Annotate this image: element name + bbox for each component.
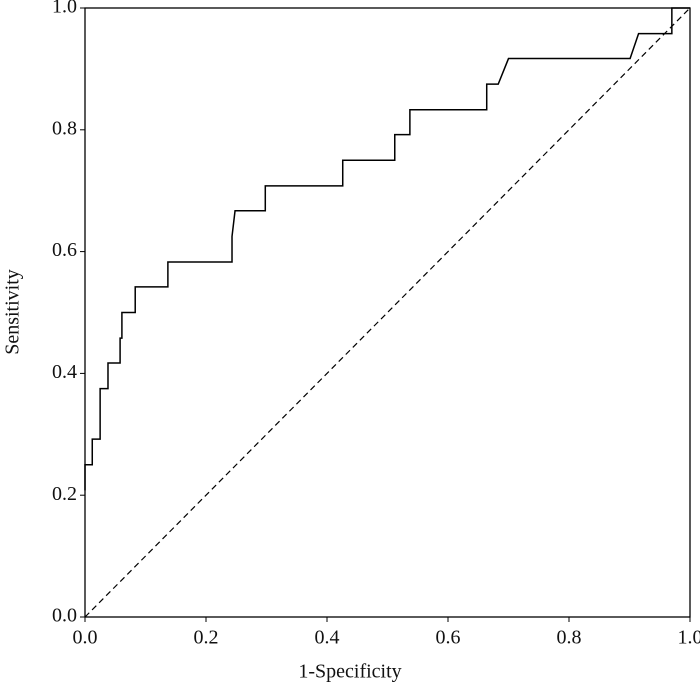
y-tick-label: 0.2 [52,483,77,505]
x-tick-label: 0.4 [315,627,340,649]
y-axis-label: Sensitivity [2,269,24,355]
x-tick-label: 0.6 [436,627,461,649]
y-tick-label: 0.8 [52,117,77,139]
reference-line [84,7,691,618]
y-tick-label: 0.0 [52,605,77,627]
y-tick-label: 0.6 [52,239,77,261]
y-tick-label: 1.0 [52,0,77,18]
x-tick-label: 1.0 [678,627,700,649]
x-tick-label: 0.2 [194,627,219,649]
x-tick-label: 0.0 [73,627,98,649]
roc-curve [84,7,690,491]
plot-frame [84,7,691,618]
x-axis-label: 1-Specificity [298,661,401,683]
y-tick-label: 0.4 [52,361,77,383]
x-tick-label: 0.8 [557,627,582,649]
